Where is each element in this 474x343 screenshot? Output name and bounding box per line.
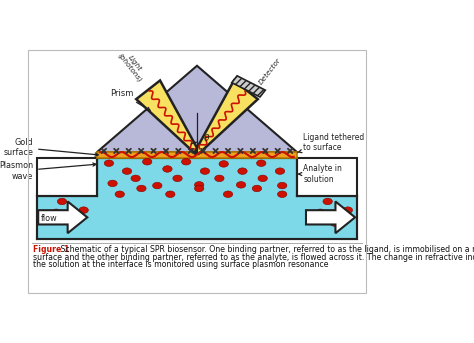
Ellipse shape — [215, 175, 224, 181]
Ellipse shape — [343, 207, 353, 213]
Ellipse shape — [137, 185, 146, 192]
Ellipse shape — [323, 198, 332, 205]
Polygon shape — [37, 158, 357, 239]
Ellipse shape — [223, 191, 233, 198]
Ellipse shape — [115, 191, 125, 198]
Text: Light
(photons): Light (photons) — [116, 48, 148, 84]
Ellipse shape — [258, 175, 267, 181]
Text: $\theta$: $\theta$ — [203, 132, 210, 143]
Polygon shape — [306, 201, 355, 233]
Ellipse shape — [194, 185, 204, 192]
Ellipse shape — [238, 168, 247, 174]
Text: the solution at the interface is monitored using surface plasmon resonance: the solution at the interface is monitor… — [33, 260, 328, 269]
Ellipse shape — [275, 168, 285, 174]
Ellipse shape — [163, 166, 172, 172]
Ellipse shape — [153, 182, 162, 189]
Ellipse shape — [200, 168, 210, 174]
Text: Analyte in
solution: Analyte in solution — [298, 164, 342, 184]
Ellipse shape — [79, 207, 88, 213]
Polygon shape — [195, 81, 258, 154]
Ellipse shape — [277, 191, 287, 198]
Polygon shape — [38, 201, 87, 233]
Ellipse shape — [165, 191, 175, 198]
Text: surface and the other binding partner, referred to as the analyte, is flowed acr: surface and the other binding partner, r… — [33, 253, 474, 262]
Ellipse shape — [122, 168, 132, 174]
Ellipse shape — [57, 198, 67, 205]
Polygon shape — [232, 76, 265, 97]
Polygon shape — [97, 66, 297, 152]
Text: Detector: Detector — [257, 57, 282, 85]
Text: Schematic of a typical SPR biosensor. One binding partner, referred to as the li: Schematic of a typical SPR biosensor. On… — [58, 246, 474, 255]
Text: Prism: Prism — [110, 89, 150, 110]
FancyBboxPatch shape — [97, 152, 297, 158]
FancyBboxPatch shape — [297, 158, 357, 196]
Text: Plasmon
wave: Plasmon wave — [0, 162, 96, 181]
Ellipse shape — [66, 220, 75, 226]
Ellipse shape — [277, 182, 287, 189]
Ellipse shape — [104, 160, 114, 166]
Ellipse shape — [252, 185, 262, 192]
Ellipse shape — [131, 175, 140, 181]
Ellipse shape — [219, 161, 228, 167]
Ellipse shape — [108, 180, 117, 187]
Ellipse shape — [316, 209, 325, 215]
Text: Ligand tethered
to surface: Ligand tethered to surface — [298, 132, 365, 153]
Ellipse shape — [143, 158, 152, 165]
Text: Gold
surface: Gold surface — [3, 138, 98, 157]
Text: Figure 1: Figure 1 — [33, 246, 70, 255]
Ellipse shape — [330, 220, 339, 226]
Text: flow: flow — [41, 214, 58, 223]
Ellipse shape — [173, 175, 182, 181]
Polygon shape — [136, 81, 199, 154]
Ellipse shape — [194, 181, 204, 188]
Ellipse shape — [182, 158, 191, 165]
Ellipse shape — [237, 181, 246, 188]
Ellipse shape — [52, 209, 61, 215]
Ellipse shape — [256, 160, 266, 166]
FancyBboxPatch shape — [37, 158, 97, 196]
